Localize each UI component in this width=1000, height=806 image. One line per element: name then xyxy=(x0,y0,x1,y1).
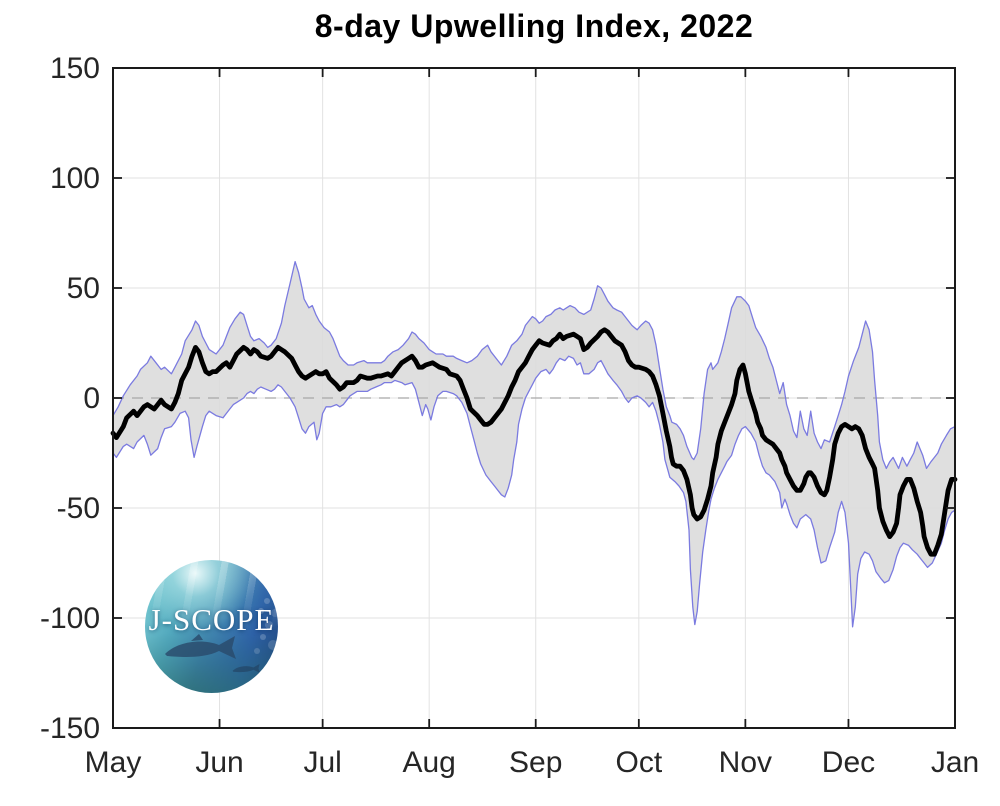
y-tick-label: 100 xyxy=(50,162,100,195)
small-fish-icon xyxy=(232,663,260,673)
chart-title: 8-day Upwelling Index, 2022 xyxy=(314,8,754,44)
sunray-overlay xyxy=(145,560,278,646)
x-tick-label: Sep xyxy=(509,746,562,779)
x-tick-label: Aug xyxy=(402,746,455,779)
x-tick-label: Nov xyxy=(719,746,772,779)
bubbles-decoration xyxy=(258,608,264,614)
lower-bound-line xyxy=(112,355,956,628)
logo-text: J-SCOPE xyxy=(148,601,275,637)
x-tick-label: Jul xyxy=(303,746,341,779)
x-tick-label: Jun xyxy=(195,746,243,779)
y-tick-label: -150 xyxy=(40,712,100,745)
y-tick-label: -100 xyxy=(40,602,100,635)
y-tick-label: -50 xyxy=(57,492,100,525)
x-tick-label: Dec xyxy=(822,746,875,779)
y-tick-label: 50 xyxy=(67,272,100,305)
y-tick-label: 0 xyxy=(83,382,100,415)
x-tick-label: Oct xyxy=(615,746,662,779)
jscope-logo: J-SCOPE xyxy=(145,560,278,693)
upper-bound-line xyxy=(112,260,956,470)
uncertainty-band xyxy=(113,261,955,627)
x-tick-label: Jan xyxy=(931,746,979,779)
mean-line xyxy=(110,327,958,557)
x-tick-label: May xyxy=(85,746,142,779)
tuna-fish-icon xyxy=(165,634,236,659)
y-tick-label: 150 xyxy=(50,52,100,85)
